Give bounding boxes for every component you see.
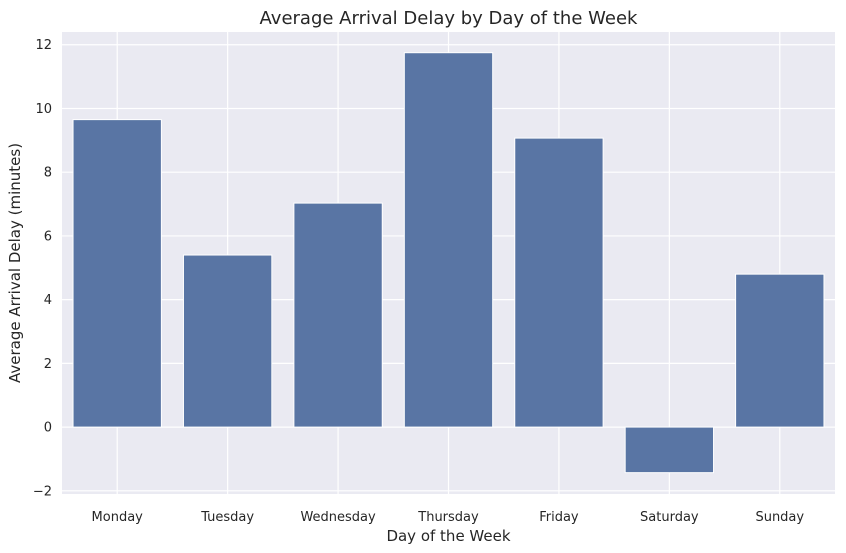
x-tick-label: Tuesday	[200, 510, 254, 525]
y-axis-ticks: −2 0 2 4 6 8 10 12	[33, 38, 52, 499]
y-tick-label: 12	[35, 38, 52, 53]
bar-saturday	[624, 426, 715, 474]
bar-monday	[72, 119, 162, 428]
bar-tuesday	[182, 254, 273, 428]
y-tick-label: 4	[44, 293, 52, 308]
x-tick-label: Thursday	[417, 510, 479, 525]
x-tick-label: Sunday	[755, 510, 804, 525]
y-tick-label: 6	[44, 229, 52, 244]
y-tick-label: 2	[44, 357, 52, 372]
bar-sunday	[735, 273, 825, 428]
x-tick-label: Monday	[92, 510, 144, 525]
x-axis-label: Day of the Week	[386, 527, 510, 545]
bar-wednesday	[293, 202, 383, 428]
x-axis-ticks: Monday Tuesday Wednesday Thursday Friday Satu…	[92, 510, 805, 525]
y-tick-label: 8	[44, 166, 52, 181]
y-tick-label: 10	[35, 102, 52, 117]
y-tick-label: 0	[44, 421, 52, 436]
y-axis-label: Average Arrival Delay (minutes)	[6, 143, 24, 383]
x-tick-label: Wednesday	[300, 510, 376, 525]
x-tick-label: Friday	[539, 510, 579, 525]
y-tick-label: −2	[33, 484, 52, 499]
bar-friday	[514, 137, 604, 428]
bars	[72, 52, 825, 474]
chart-title: Average Arrival Delay by Day of the Week	[260, 8, 638, 29]
bar-thursday	[403, 52, 494, 428]
x-tick-label: Saturday	[640, 510, 699, 525]
